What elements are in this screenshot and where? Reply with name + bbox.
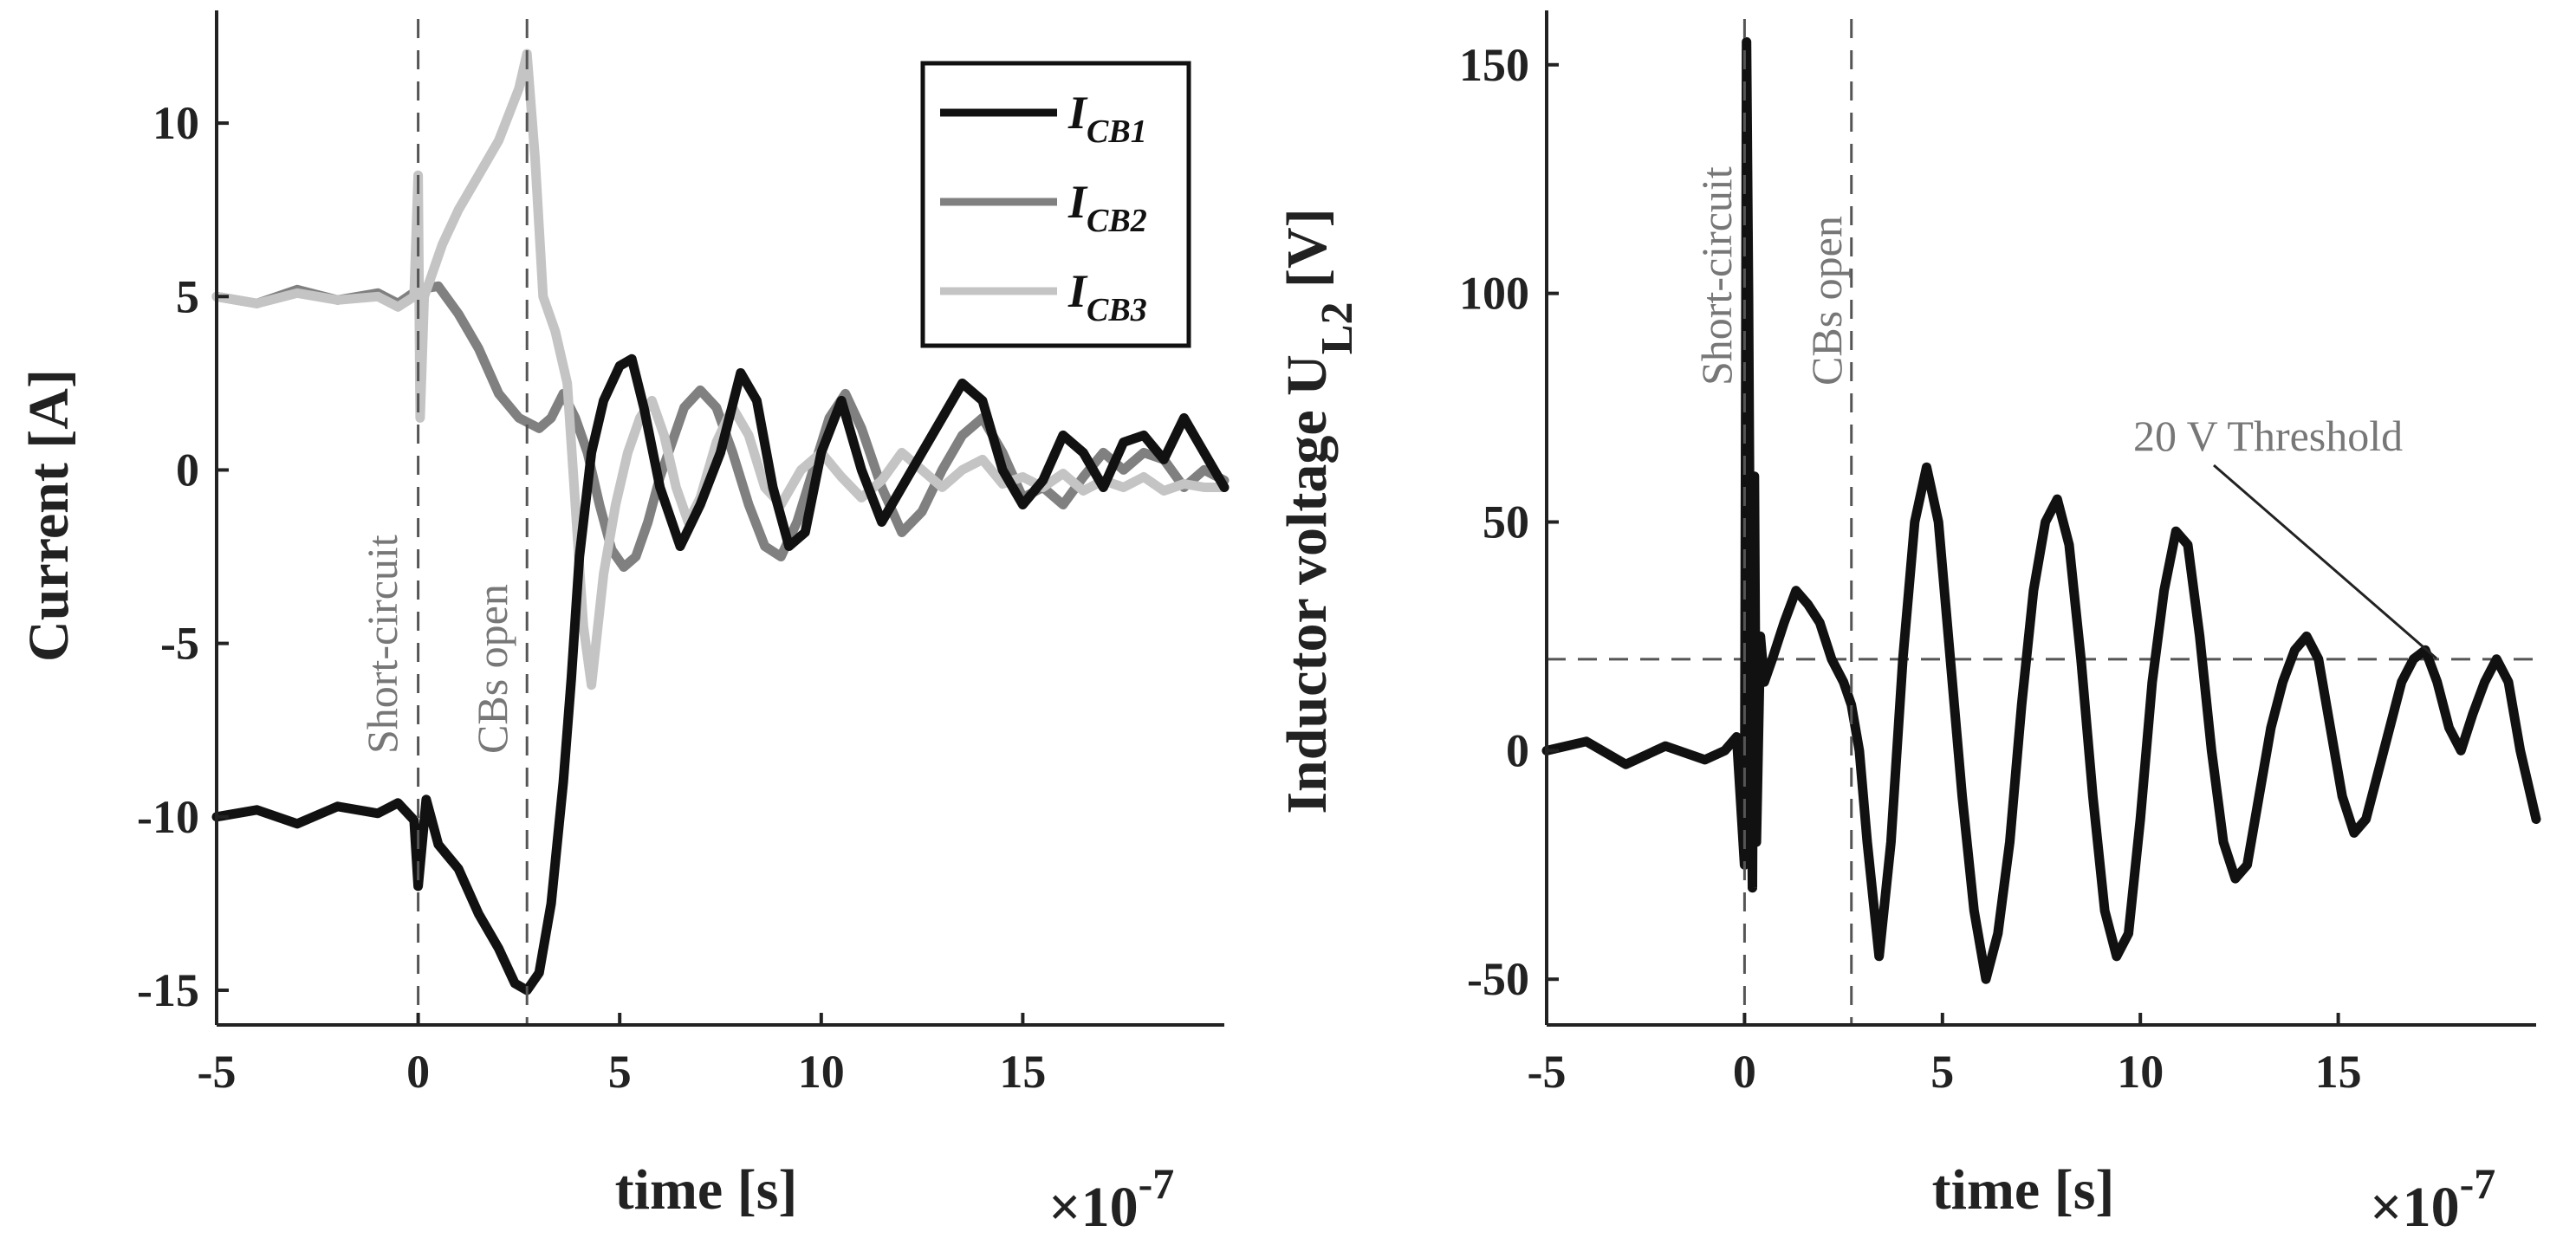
voltage-y-tick-label: 50 [1483,496,1529,548]
current-y-tick-label: -10 [137,791,199,843]
voltage-x-tick-label: 10 [2117,1046,2164,1098]
legend-label-cb3: ICB3 [1067,265,1147,328]
voltage-chart-y-label-unit: [V] [1275,208,1339,302]
current-chart-x-exponent-base: ×10 [1048,1176,1139,1239]
current-chart-x-axis-label: time [s] [615,1158,798,1222]
voltage-x-tick-label: 5 [1930,1046,1954,1098]
current-chart-y-axis-label: Current [A] [17,369,81,662]
voltage-chart-y-label-main: Inductor voltage U [1275,354,1339,814]
voltage-chart-x-exponent-power: -7 [2460,1159,2496,1208]
voltage-chart-series-group [1541,36,2541,984]
current-chart-series-group [211,49,1230,995]
short-circuit-annotation-left: Short-circuit [358,535,406,754]
legend-label-cb3-main: I [1067,265,1088,317]
threshold-annotation-pointer [2213,464,2437,660]
current-y-tick-label: 10 [152,97,199,149]
voltage-chart-x-exponent: ×10-7 [2370,1159,2495,1239]
current-chart-legend: ICB1 ICB2 ICB3 [920,61,1191,348]
current-chart-x-exponent-power: -7 [1139,1159,1175,1208]
current-x-tick-label: 5 [608,1046,632,1098]
legend-label-cb2-sub: CB2 [1087,203,1147,239]
current-chart-x-exponent: ×10-7 [1048,1159,1174,1239]
voltage-x-tick-label: 15 [2315,1046,2362,1098]
voltage-chart-event-lines [1742,19,1853,1025]
cbs-open-annotation-left: CBs open [468,584,516,754]
cbs-open-annotation-right: CBs open [1802,216,1851,386]
current-chart-axes [215,10,1224,1027]
current-chart-event-lines [417,19,529,1025]
voltage-chart-x-axis-label: time [s] [1932,1158,2115,1222]
current-y-tick-label: -15 [137,964,199,1016]
legend-label-cb2-main: I [1067,176,1088,228]
voltage-chart-y-label-sub: L2 [1313,302,1362,354]
current-y-tick-label: -5 [160,618,199,670]
voltage-x-tick-label: 0 [1733,1046,1756,1098]
current-chart-tick-labels: -5 0 5 10 15 -15 -10 -5 0 5 10 [137,97,1046,1098]
short-circuit-annotation-right: Short-circuit [1692,166,1741,386]
current-x-tick-label: 15 [999,1046,1046,1098]
legend-label-cb1-main: I [1067,87,1088,139]
current-y-tick-label: 0 [176,444,199,496]
current-x-tick-label: 0 [406,1046,430,1098]
voltage-y-tick-label: 100 [1459,268,1529,320]
current-x-tick-label: 10 [798,1046,845,1098]
legend-label-cb1-sub: CB1 [1087,113,1147,150]
voltage-x-tick-label: -5 [1528,1046,1567,1098]
voltage-chart-axes [1545,10,2536,1027]
series-ul2-line [1541,36,2541,984]
series-cb1-line [211,353,1230,995]
voltage-y-tick-label: 0 [1506,724,1529,776]
current-chart: -5 0 5 10 15 -15 -10 -5 0 5 10 Short-circuit CBs o… [17,10,1230,1239]
current-y-tick-label: 5 [176,270,199,322]
legend-label-cb3-sub: CB3 [1087,292,1147,328]
legend-label-cb2: ICB2 [1067,176,1147,239]
voltage-chart-x-exponent-base: ×10 [2370,1176,2460,1239]
threshold-annotation: 20 V Threshold [2133,412,2403,460]
series-cb3-line [211,49,1230,691]
voltage-y-tick-label: 150 [1459,39,1529,91]
voltage-chart-y-axis-label: Inductor voltage UL2 [V] [1275,208,1362,814]
current-x-tick-label: -5 [198,1046,237,1098]
voltage-y-tick-label: -50 [1467,953,1529,1005]
legend-label-cb1: ICB1 [1067,87,1147,150]
